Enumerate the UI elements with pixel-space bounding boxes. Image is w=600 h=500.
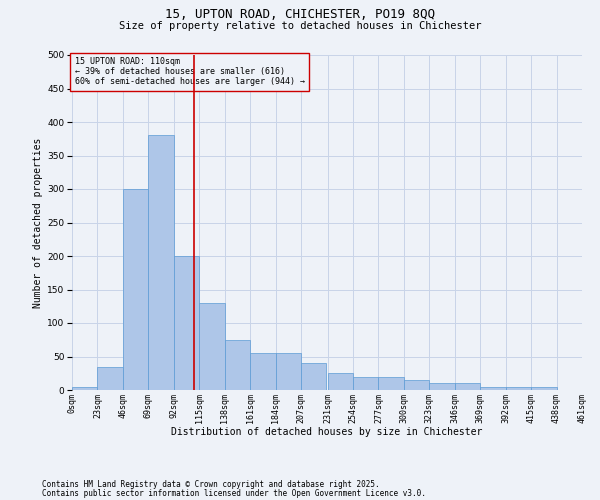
Bar bbox=[531, 386, 557, 390]
Text: Contains public sector information licensed under the Open Government Licence v3: Contains public sector information licen… bbox=[42, 488, 426, 498]
Bar bbox=[148, 136, 174, 390]
Text: Size of property relative to detached houses in Chichester: Size of property relative to detached ho… bbox=[119, 21, 481, 31]
X-axis label: Distribution of detached houses by size in Chichester: Distribution of detached houses by size … bbox=[172, 427, 482, 437]
Bar bbox=[328, 373, 353, 390]
Bar bbox=[506, 386, 531, 390]
Bar bbox=[275, 353, 301, 390]
Bar bbox=[353, 376, 379, 390]
Bar bbox=[480, 386, 506, 390]
Bar bbox=[224, 340, 250, 390]
Bar bbox=[404, 380, 430, 390]
Bar bbox=[174, 256, 199, 390]
Bar bbox=[123, 189, 148, 390]
Bar bbox=[455, 384, 480, 390]
Bar bbox=[97, 366, 123, 390]
Text: 15, UPTON ROAD, CHICHESTER, PO19 8QQ: 15, UPTON ROAD, CHICHESTER, PO19 8QQ bbox=[165, 8, 435, 20]
Bar bbox=[72, 386, 97, 390]
Bar bbox=[199, 303, 224, 390]
Text: 15 UPTON ROAD: 110sqm
← 39% of detached houses are smaller (616)
60% of semi-det: 15 UPTON ROAD: 110sqm ← 39% of detached … bbox=[74, 56, 305, 86]
Bar bbox=[301, 363, 326, 390]
Y-axis label: Number of detached properties: Number of detached properties bbox=[33, 138, 43, 308]
Bar bbox=[430, 384, 455, 390]
Bar bbox=[250, 353, 275, 390]
Text: Contains HM Land Registry data © Crown copyright and database right 2025.: Contains HM Land Registry data © Crown c… bbox=[42, 480, 380, 489]
Bar bbox=[379, 376, 404, 390]
